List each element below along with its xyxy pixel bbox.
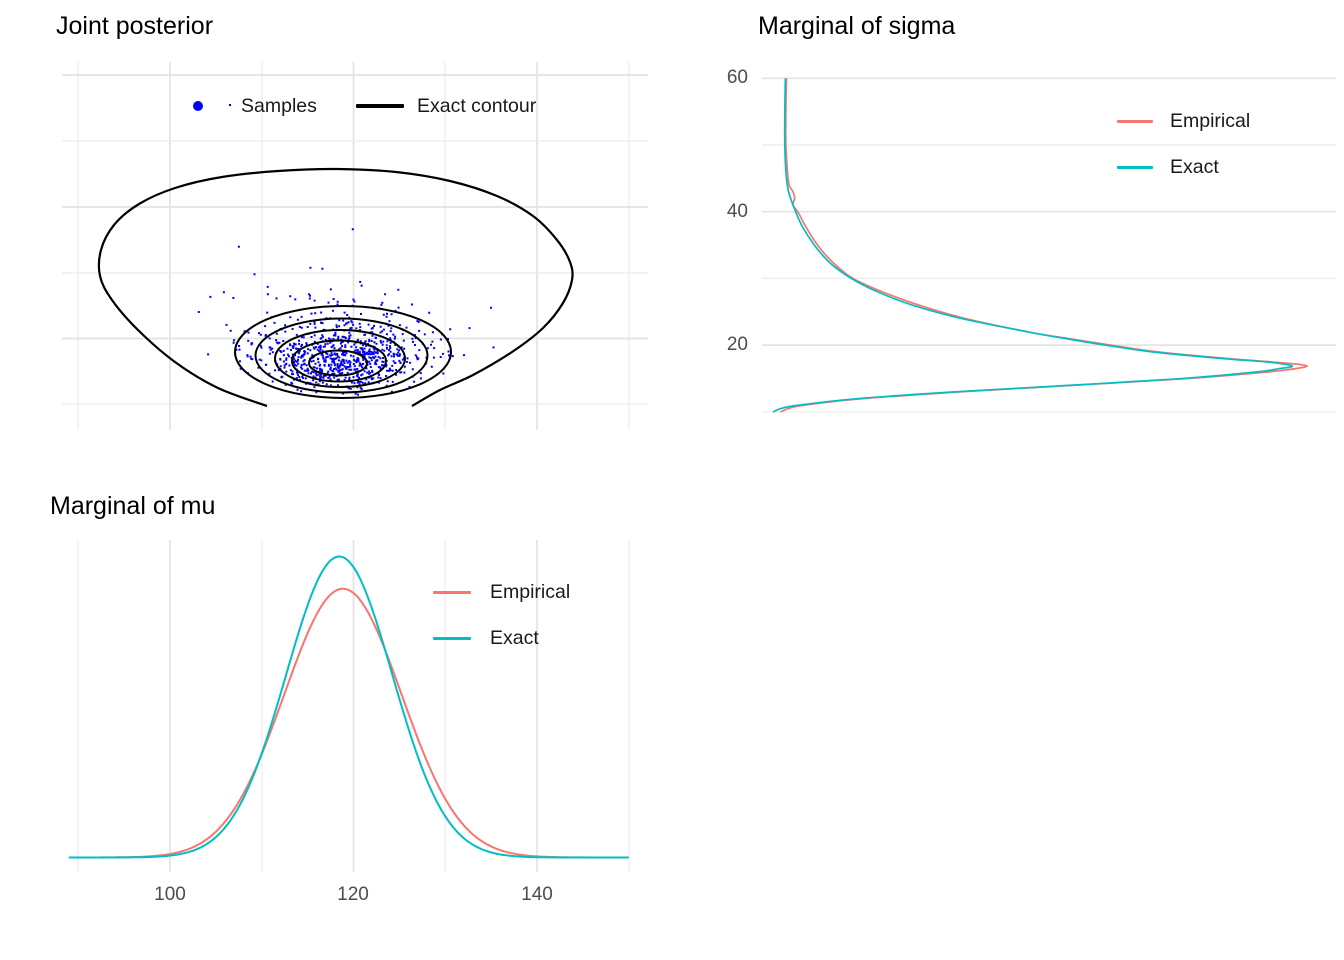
mu-density-exact [68,555,629,859]
contour-ellipse [274,329,406,388]
mu-panel-title: Marginal of mu [50,492,216,520]
samples-legend-dot-icon [193,101,203,111]
mu-exact-legend-line-icon [433,636,471,640]
sigma-ytick-60: 60 [726,67,748,88]
sigma-ytick-20: 20 [726,334,748,355]
mu-xtick-120: 120 [337,884,369,905]
sigma-panel [762,77,1336,413]
sigma-exact-legend-label: Exact [1170,156,1219,178]
sigma-ytick-40: 40 [726,201,748,222]
sigma-density-exact [772,78,1294,413]
contour-ellipse [254,317,429,394]
joint-panel-title: Joint posterior [56,12,214,40]
outer-contour-line [97,167,574,408]
sigma-empirical-legend-label: Empirical [1170,110,1251,132]
sigma-empirical-legend-line-icon [1117,119,1153,123]
sigma-exact-legend-line-icon [1117,165,1153,169]
joint-panel [62,62,648,430]
mu-density-empirical [68,587,617,859]
exact-contour-legend-label: Exact contour [417,95,537,117]
mu-empirical-legend-line-icon [433,590,471,594]
exact-contour-legend-line-icon [356,104,404,108]
mu-empirical-legend-label: Empirical [490,581,571,603]
mu-xtick-100: 100 [154,884,186,905]
contour-ellipse [308,349,368,377]
contour-ellipse [234,305,452,399]
mu-exact-legend-label: Exact [490,627,539,649]
mu-xtick-140: 140 [521,884,553,905]
samples-scatter [197,104,495,396]
joint-plot-layers [97,104,574,408]
samples-legend-label: Samples [241,95,317,117]
contour-ellipse [291,339,387,383]
sigma-panel-title: Marginal of sigma [758,12,956,40]
mu-panel [68,540,630,872]
